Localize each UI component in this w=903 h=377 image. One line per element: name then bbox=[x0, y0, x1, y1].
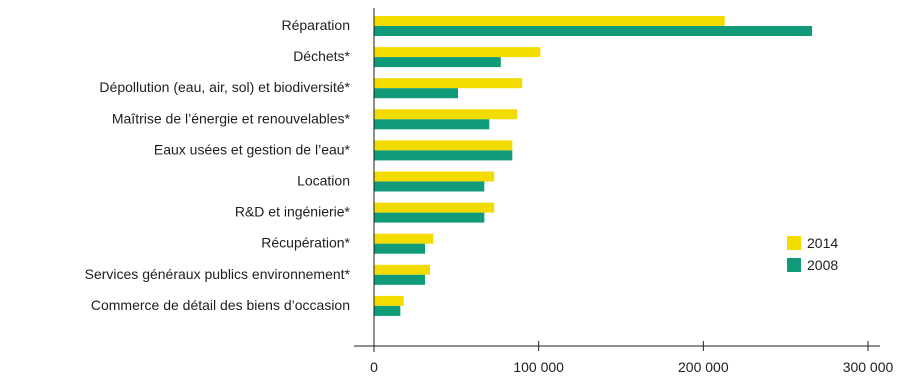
legend-label-2008: 2008 bbox=[807, 257, 838, 273]
legend-label-2014: 2014 bbox=[807, 235, 838, 251]
category-label: Eaux usées et gestion de l’eau* bbox=[154, 141, 351, 157]
x-tick-label: 200 000 bbox=[678, 359, 729, 375]
bar-2014 bbox=[374, 202, 495, 213]
bar-2014 bbox=[374, 295, 404, 306]
bar-2014 bbox=[374, 47, 541, 58]
bar-2008 bbox=[374, 243, 426, 254]
bar-2008 bbox=[374, 26, 813, 36]
category-label: Location bbox=[297, 173, 350, 189]
bar-2014 bbox=[374, 233, 434, 244]
bar-2008 bbox=[374, 119, 490, 130]
x-axis-ticks: 0 100 000 200 000 300 000 bbox=[370, 341, 894, 375]
bar-2008 bbox=[374, 212, 485, 223]
bar-2008 bbox=[374, 57, 501, 68]
x-tick-label: 300 000 bbox=[843, 359, 894, 375]
category-label: R&D et ingénierie* bbox=[235, 204, 351, 220]
category-label: Maîtrise de l’énergie et renouvelables* bbox=[112, 110, 351, 126]
bar-2008 bbox=[374, 88, 458, 99]
x-tick-label: 100 000 bbox=[513, 359, 564, 375]
category-label: Commerce de détail des biens d’occasion bbox=[91, 297, 350, 313]
bar-2014 bbox=[374, 16, 725, 26]
legend-swatch-2008 bbox=[787, 258, 801, 272]
bar-2014 bbox=[374, 109, 518, 120]
bar-2014 bbox=[374, 140, 513, 151]
legend-swatch-2014 bbox=[787, 236, 801, 250]
bar-2008 bbox=[374, 150, 513, 161]
category-label: Services généraux publics environnement* bbox=[85, 266, 351, 282]
category-label: Dépollution (eau, air, sol) et biodivers… bbox=[99, 79, 350, 95]
bar-2014 bbox=[374, 264, 430, 275]
x-tick-label: 0 bbox=[370, 359, 378, 375]
bar-2008 bbox=[374, 181, 485, 192]
bars bbox=[374, 16, 813, 316]
category-label: Récupération* bbox=[261, 235, 350, 251]
category-label: Déchets* bbox=[293, 48, 350, 64]
category-label: Réparation bbox=[282, 17, 351, 33]
bar-2014 bbox=[374, 78, 523, 89]
legend: 2014 2008 bbox=[787, 235, 838, 273]
bar-2014 bbox=[374, 171, 495, 182]
bar-2008 bbox=[374, 274, 426, 285]
category-labels: Réparation Déchets* Dépollution (eau, air,… bbox=[85, 17, 351, 313]
bar-2008 bbox=[374, 305, 401, 316]
